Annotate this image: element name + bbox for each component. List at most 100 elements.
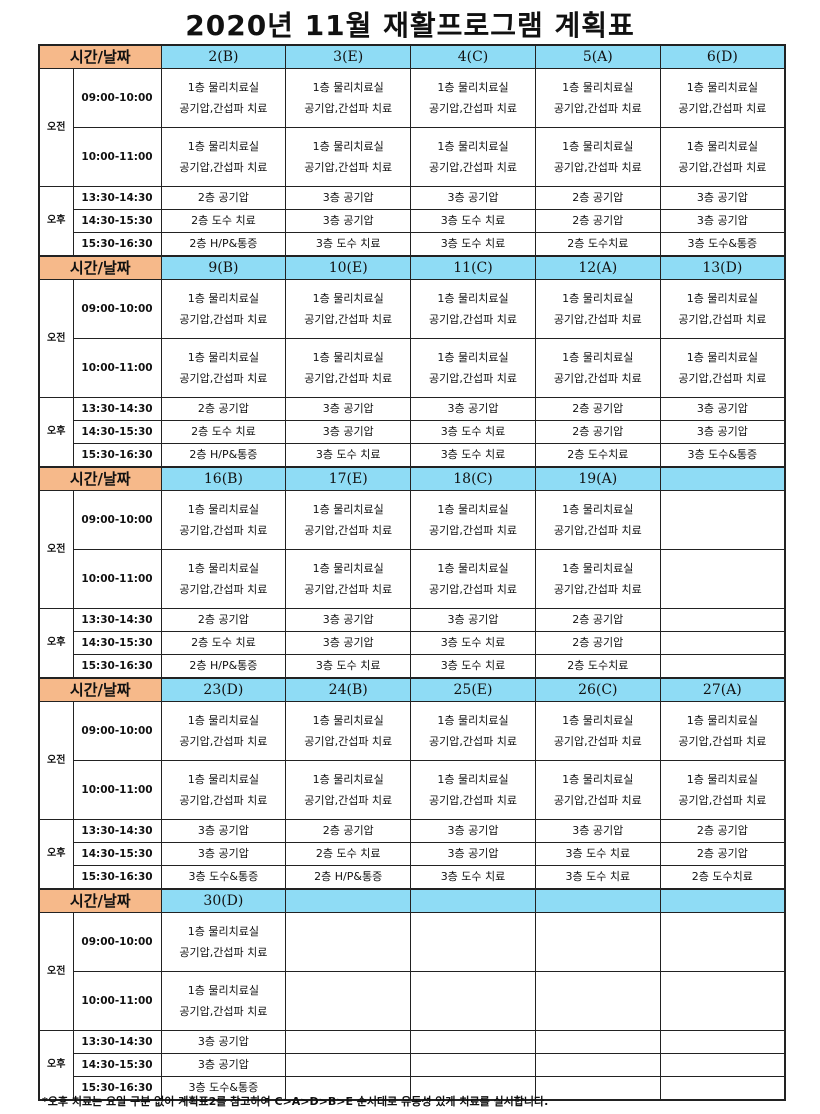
- schedule-cell: 3층 공기압: [285, 608, 412, 632]
- cell-line: 1층 물리치료실: [686, 81, 758, 94]
- schedule-cell: 1층 물리치료실 공기압,간섭파 치료: [659, 760, 786, 820]
- schedule-cell: 3층 공기압: [285, 209, 412, 233]
- empty-cell: [410, 1076, 536, 1101]
- cell-line: 1층 물리치료실: [562, 562, 634, 575]
- table-row: 15:30-16:30 2층 H/P&통증 3층 도수 치료 3층 도수 치료 2층 도…: [39, 443, 786, 468]
- schedule-cell: 3층 도수&통증: [659, 443, 786, 468]
- cell-line: 1층 물리치료실: [562, 292, 634, 305]
- cell-line: 공기압,간섭파 치료: [678, 735, 767, 748]
- empty-cell: [410, 971, 536, 1031]
- day-header: 19(A): [534, 466, 661, 491]
- week-header-row: 시간/날짜 16(B) 17(E) 18(C) 19(A): [38, 466, 786, 491]
- day-header: 23(D): [160, 677, 287, 702]
- schedule-cell: 1층 물리치료실 공기압,간섭파 치료: [659, 127, 786, 187]
- day-header: 12(A): [534, 255, 661, 280]
- table-row: 14:30-15:30 2층 도수 치료 3층 공기압 3층 도수 치료 2층 공기압: [39, 631, 786, 655]
- time-slot: 15:30-16:30: [72, 654, 162, 679]
- schedule-cell: 2층 공기압: [534, 186, 661, 210]
- schedule-cell: 2층 공기압: [534, 397, 661, 421]
- period-pm: 오후: [38, 397, 74, 468]
- schedule-cell: 3층 공기압: [534, 819, 661, 843]
- cell-line: 공기압,간섭파 치료: [304, 161, 393, 174]
- schedule-cell: 1층 물리치료실 공기압,간섭파 치료: [160, 760, 287, 820]
- schedule-cell: 1층 물리치료실 공기압,간섭파 치료: [285, 701, 412, 761]
- time-slot: 15:30-16:30: [72, 865, 162, 890]
- schedule-cell: 3층 도수 치료: [410, 209, 536, 233]
- schedule-cell: 1층 물리치료실 공기압,간섭파 치료: [160, 549, 287, 609]
- table-row: 14:30-15:30 3층 공기압 2층 도수 치료 3층 공기압 3층 도수 치료 2…: [39, 842, 786, 866]
- empty-cell: [285, 1053, 412, 1077]
- cell-line: 1층 물리치료실: [312, 503, 384, 516]
- day-header: 9(B): [160, 255, 287, 280]
- empty-cell: [659, 1076, 786, 1101]
- schedule-cell: 2층 도수치료: [534, 232, 661, 257]
- schedule-cell: 1층 물리치료실 공기압,간섭파 치료: [534, 279, 661, 339]
- cell-line: 1층 물리치료실: [562, 714, 634, 727]
- table-row: 오전 09:00-10:00 1층 물리치료실 공기압,간섭파 치료 1층 물리치료실 공…: [38, 279, 786, 398]
- day-header: 2(B): [160, 44, 287, 69]
- time-slot: 13:30-14:30: [72, 1030, 162, 1054]
- schedule-cell: 2층 도수치료: [659, 865, 786, 890]
- period-pm: 오후: [38, 819, 74, 890]
- day-header: 26(C): [534, 677, 661, 702]
- empty-cell: [659, 1030, 786, 1054]
- schedule-cell: 2층 도수 치료: [285, 842, 412, 866]
- cell-line: 1층 물리치료실: [437, 773, 509, 786]
- schedule-cell: 3층 도수 치료: [285, 443, 412, 468]
- cell-line: 1층 물리치료실: [312, 140, 384, 153]
- week-header-row: 시간/날짜 30(D): [38, 888, 786, 913]
- schedule-cell: 1층 물리치료실 공기압,간섭파 치료: [160, 701, 287, 761]
- table-row: 오후 13:30-14:30 3층 공기압 2층 공기압 3층 공기압 3층 공기압 2층 …: [38, 819, 786, 890]
- empty-cell: [410, 1030, 536, 1054]
- schedule-cell: 2층 공기압: [659, 819, 786, 843]
- schedule-cell: 2층 공기압: [160, 397, 287, 421]
- schedule-cell: 3층 공기압: [410, 186, 536, 210]
- time-slot: 10:00-11:00: [72, 338, 162, 398]
- time-slot: 09:00-10:00: [72, 701, 162, 761]
- empty-day-header: [410, 888, 536, 913]
- time-slot: 13:30-14:30: [72, 397, 162, 421]
- cell-line: 공기압,간섭파 치료: [429, 102, 517, 115]
- schedule-cell: 1층 물리치료실 공기압,간섭파 치료: [534, 701, 661, 761]
- schedule-cell: 1층 물리치료실 공기압,간섭파 치료: [160, 68, 287, 128]
- schedule-cell: 2층 도수치료: [534, 443, 661, 468]
- schedule-cell: 3층 도수 치료: [410, 443, 536, 468]
- table-row: 15:30-16:30 3층 도수&통증 2층 H/P&통증 3층 도수 치료 3층 도…: [39, 865, 786, 890]
- time-slot: 14:30-15:30: [72, 420, 162, 444]
- empty-cell: [659, 654, 786, 679]
- schedule-cell: 1층 물리치료실 공기압,간섭파 치료: [659, 68, 786, 128]
- cell-line: 1층 물리치료실: [312, 81, 384, 94]
- cell-line: 1층 물리치료실: [562, 81, 634, 94]
- schedule-cell: 2층 H/P&통증: [160, 654, 287, 679]
- schedule-cell: 1층 물리치료실 공기압,간섭파 치료: [534, 68, 661, 128]
- schedule-cell: 2층 공기압: [534, 420, 661, 444]
- schedule-cell: 2층 공기압: [534, 209, 661, 233]
- table-row: 15:30-16:30 3층 도수&통증: [39, 1076, 786, 1101]
- empty-cell: [659, 608, 786, 632]
- cell-line: 공기압,간섭파 치료: [179, 794, 268, 807]
- schedule-cell: 3층 공기압: [160, 842, 287, 866]
- period-am: 오전: [38, 279, 74, 398]
- schedule-cell: 3층 도수 치료: [410, 654, 536, 679]
- empty-cell: [534, 1053, 661, 1077]
- schedule-cell: 3층 공기압: [285, 186, 412, 210]
- cell-line: 1층 물리치료실: [312, 714, 384, 727]
- corner-label: 시간/날짜: [38, 44, 162, 69]
- empty-cell: [659, 912, 786, 972]
- table-row: 10:00-11:00 1층 물리치료실 공기압,간섭파 치료 1층 물리치료실 공기압…: [39, 549, 786, 609]
- schedule-cell: 3층 도수&통증: [160, 1076, 287, 1101]
- schedule-cell: 1층 물리치료실 공기압,간섭파 치료: [285, 338, 412, 398]
- table-row: 10:00-11:00 1층 물리치료실 공기압,간섭파 치료 1층 물리치료실 공기압…: [39, 760, 786, 820]
- cell-line: 1층 물리치료실: [686, 292, 758, 305]
- schedule-cell: 1층 물리치료실 공기압,간섭파 치료: [285, 490, 412, 550]
- schedule-cell: 1층 물리치료실 공기압,간섭파 치료: [160, 338, 287, 398]
- table-row: 10:00-11:00 1층 물리치료실 공기압,간섭파 치료: [39, 971, 786, 1031]
- schedule-cell: 2층 도수 치료: [160, 631, 287, 655]
- table-row: 오전 09:00-10:00 1층 물리치료실 공기압,간섭파 치료: [38, 912, 786, 1031]
- cell-line: 1층 물리치료실: [437, 562, 509, 575]
- cell-line: 1층 물리치료실: [686, 140, 758, 153]
- cell-line: 1층 물리치료실: [562, 351, 634, 364]
- schedule-cell: 3층 공기압: [410, 608, 536, 632]
- table-row: 오후 13:30-14:30 3층 공기압: [38, 1030, 786, 1101]
- period-pm: 오후: [38, 186, 74, 257]
